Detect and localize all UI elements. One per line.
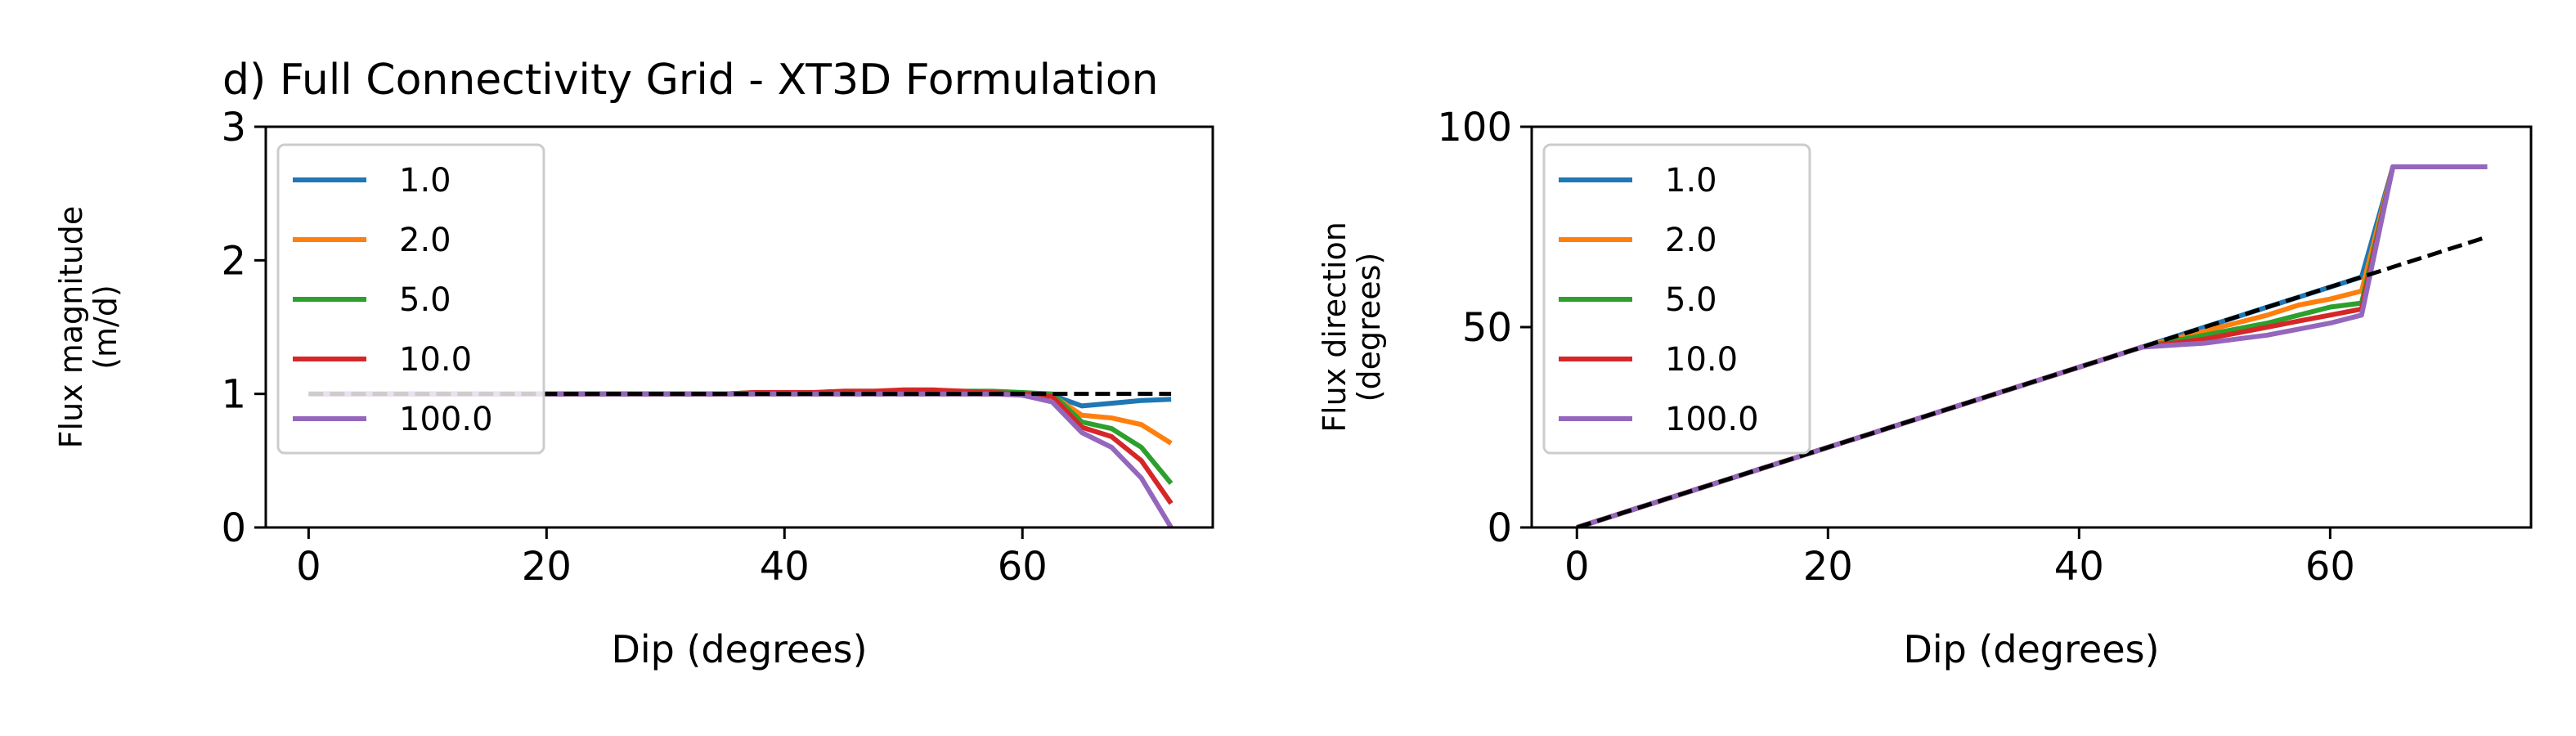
legend-label-100.0: 100.0 — [399, 401, 493, 438]
chart-panel-2: 0 20 40 60 0 50 100 Dip (degrees) Flux direction… — [1317, 105, 2533, 671]
x-tick-label: 40 — [760, 544, 810, 590]
legend-label-10.0: 10.0 — [1665, 341, 1738, 379]
chart-panel-1: d) Full Connectivity Grid - XT3D Formula… — [53, 56, 1214, 671]
reference-line — [1576, 235, 2488, 527]
legend: 1.0 2.0 5.0 10.0 100.0 — [1542, 143, 1811, 455]
legend-label-2.0: 2.0 — [399, 222, 451, 259]
x-tick-label: 60 — [2305, 544, 2355, 590]
legend: 1.0 2.0 5.0 10.0 100.0 — [276, 143, 545, 455]
legend-label-1.0: 1.0 — [1665, 162, 1717, 200]
y-axis-label: Flux direction(degrees) — [1317, 222, 1387, 433]
legend-box — [276, 143, 545, 455]
y-tick-label: 50 — [1462, 305, 1512, 351]
legend-label-1.0: 1.0 — [399, 162, 451, 200]
y-axis-label-line: Flux direction — [1317, 222, 1353, 433]
x-tick-label: 20 — [522, 544, 572, 590]
x-tick-label: 0 — [1564, 544, 1590, 590]
x-tick-label: 20 — [1803, 544, 1853, 590]
chart-title: d) Full Connectivity Grid - XT3D Formula… — [222, 56, 1159, 105]
legend-label-100.0: 100.0 — [1665, 401, 1759, 438]
y-tick-label: 2 — [221, 238, 246, 284]
plot-frame — [264, 125, 1214, 529]
y-tick-label: 100 — [1437, 105, 1512, 150]
legend-label-2.0: 2.0 — [1665, 222, 1717, 259]
x-tick-label: 0 — [296, 544, 321, 590]
x-axis-label: Dip (degrees) — [611, 627, 867, 671]
x-tick-label: 40 — [2054, 544, 2104, 590]
y-axis-label: Flux magnitude(m/d) — [53, 206, 123, 449]
legend-label-10.0: 10.0 — [399, 341, 472, 379]
legend-box — [1542, 143, 1811, 455]
legend-label-5.0: 5.0 — [399, 281, 451, 319]
series-group — [1576, 164, 2488, 527]
y-tick-label: 0 — [1487, 505, 1512, 551]
x-axis-label: Dip (degrees) — [1903, 627, 2159, 671]
y-tick-label: 3 — [221, 105, 246, 150]
y-tick-label: 1 — [221, 372, 246, 418]
x-tick-label: 60 — [998, 544, 1048, 590]
y-tick-label: 0 — [221, 505, 246, 551]
legend-label-5.0: 5.0 — [1665, 281, 1717, 319]
y-axis-label-line: (m/d) — [88, 285, 123, 370]
y-axis-label-line: (degrees) — [1351, 253, 1387, 402]
y-axis-label-line: Flux magnitude — [53, 206, 89, 449]
